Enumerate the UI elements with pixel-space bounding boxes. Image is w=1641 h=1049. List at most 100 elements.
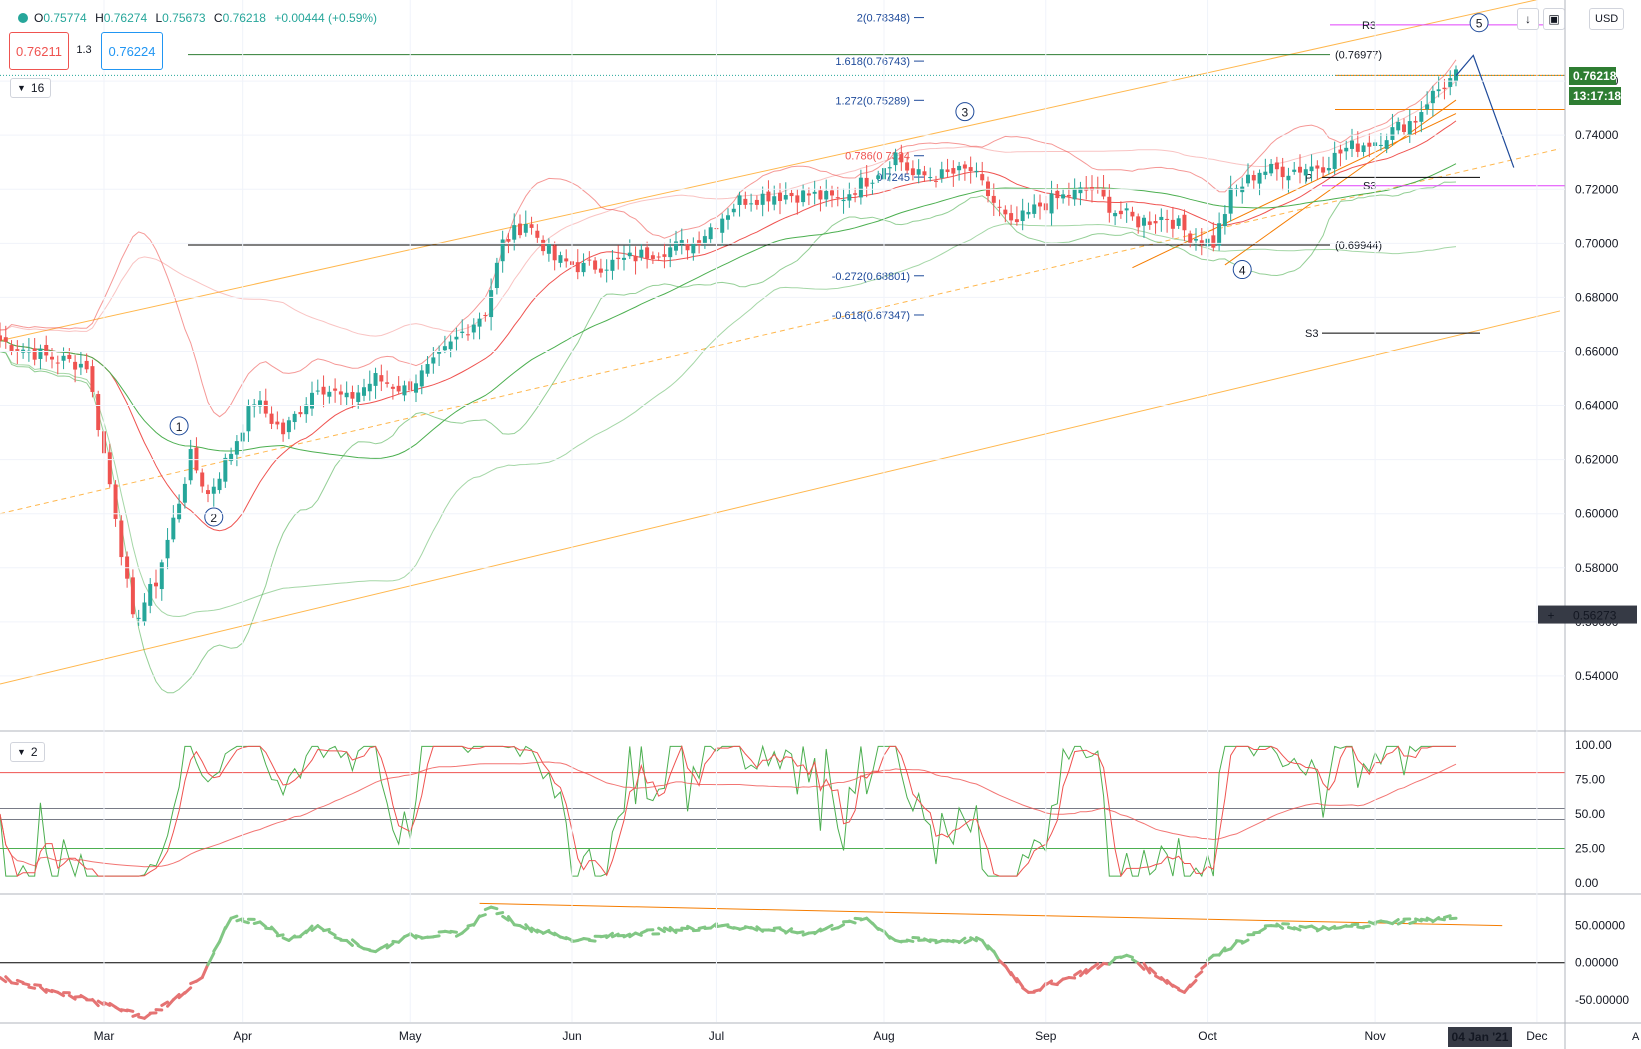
momentum-segment [1275,922,1285,930]
y-tick-label: 0.74000 [1575,128,1619,142]
x-tick-label: May [399,1029,422,1043]
auto-scale-button[interactable]: A [1632,1031,1640,1043]
chevron-down-icon: ▼ [17,83,26,93]
momentum-segment [258,920,268,929]
candle-body [893,152,898,166]
indicator-toggle[interactable]: ▼ 16 [10,78,52,98]
momentum-segment [524,923,534,934]
candle-body [1303,169,1308,176]
candle-body [275,421,280,425]
fullscreen-icon: ▣ [1548,12,1560,26]
momentum-segment [160,1000,170,1007]
fullscreen-button[interactable]: ▣ [1543,8,1565,30]
candle-body [1130,211,1135,217]
oscillator-toggle[interactable]: ▼ 2 [10,742,45,762]
candle-body [616,257,621,260]
candle-body [812,191,817,194]
candle-body [165,539,170,559]
buy-button[interactable]: 0.76224 [101,32,163,70]
candle-body [685,244,690,251]
candle-body [1321,167,1326,173]
momentum-segment [10,981,19,986]
momentum-segment [1292,926,1302,932]
candle-body [298,412,303,415]
candle-body [587,259,592,261]
momentum-segment [506,915,516,927]
candle-body [1194,239,1198,241]
momentum-segment [1044,979,1054,987]
candle-body [1170,219,1175,229]
candle-body [448,341,453,350]
candle-body [934,180,938,182]
momentum-segment [15,978,25,984]
candle-body [991,195,996,203]
momentum-segment [431,934,441,939]
momentum-segment [1067,976,1077,980]
momentum-segment [720,923,730,928]
candle-body [1361,145,1366,153]
candle-body [396,385,401,392]
candle-body [50,356,54,360]
x-tick-label: Apr [233,1029,252,1043]
momentum-segment [564,936,574,942]
sell-button[interactable]: 0.76211 [9,32,69,70]
candle-body [67,354,72,359]
candle-body [454,336,459,340]
momentum-segment [1310,924,1319,931]
momentum-segment [67,993,77,1001]
candle-body [610,259,615,271]
candle-body [864,177,869,187]
arrow-down-icon: ↓ [1525,12,1531,26]
candle-body [0,335,2,341]
momentum-segment [56,990,66,998]
momentum-segment [38,985,48,994]
wave-marker [955,102,975,122]
candle-body [379,375,384,382]
candle-body [263,400,268,414]
fib-label: 1.272(0.75289) [835,95,910,107]
candle-body [1419,112,1424,122]
channel-line [0,148,1561,515]
candle-body [830,190,834,196]
candle-body [1355,143,1360,152]
momentum-tick-label: 50.00000 [1575,919,1625,933]
momentum-segment [1258,926,1267,934]
candle-body [78,363,83,368]
momentum-segment [385,942,395,950]
candle-body [939,169,944,179]
candle-body [1448,78,1453,87]
candle-body [494,262,499,289]
momentum-segment [1425,916,1435,923]
currency-button[interactable]: USD [1589,8,1625,30]
candle-body [1217,223,1222,246]
momentum-segment [657,926,666,934]
spread-value: 1.3 [74,32,94,68]
candle-body [154,582,158,587]
candle-body [968,167,973,172]
candle-body [928,177,933,179]
candle-body [1228,188,1233,214]
candle-body [338,391,343,395]
date-marker-label: 04 Jan '21 [1452,1030,1509,1044]
momentum-segment [1362,924,1371,929]
candle-body [1298,166,1302,173]
momentum-segment [316,924,326,932]
candle-body [327,391,332,397]
candle-body [922,171,927,176]
candle-body [1222,214,1227,227]
candle-body [321,386,326,395]
candle-body [905,162,910,171]
candle-body [471,324,476,333]
candle-body [876,175,881,179]
candle-body [1147,221,1152,225]
channel-line [1132,113,1457,269]
candle-body [1153,221,1158,224]
candle-body [1436,89,1441,92]
wave-label: 1 [176,420,183,434]
candle-body [743,198,748,205]
momentum-segment [489,905,499,911]
momentum-segment [518,924,528,931]
scroll-down-button[interactable]: ↓ [1517,8,1539,30]
momentum-segment [1396,919,1406,926]
